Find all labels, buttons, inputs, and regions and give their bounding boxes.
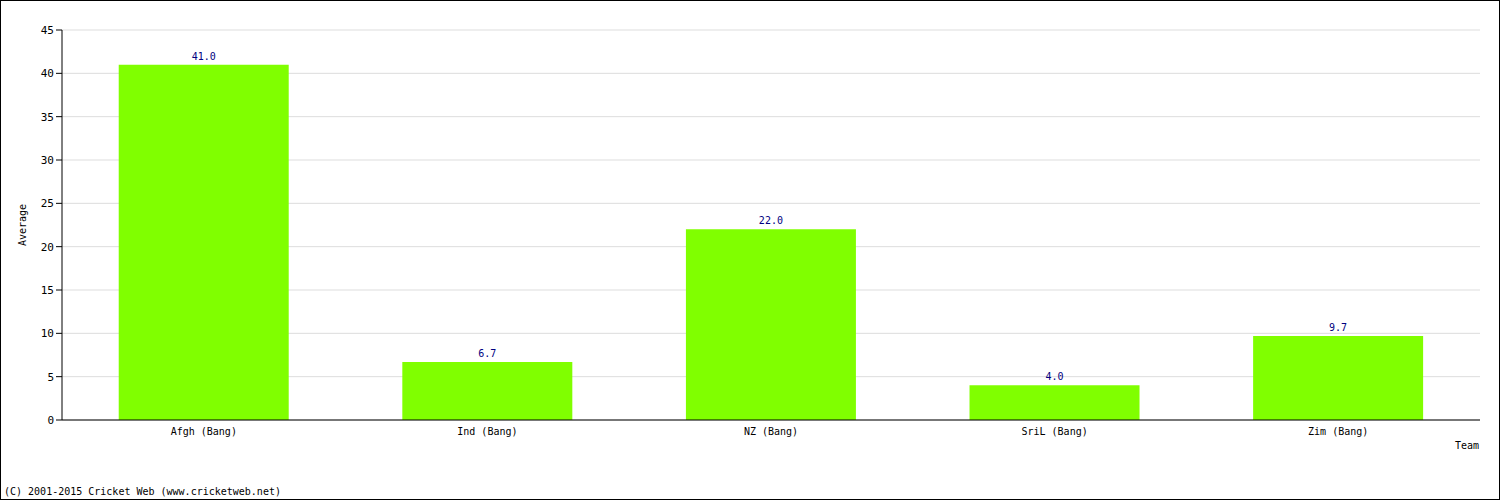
svg-text:45: 45 xyxy=(41,24,54,37)
html-text:(C) 2001-2015 Cricket Web (www: (C) 2001-2015 Cricket Web (www.cricketwe… xyxy=(4,486,281,497)
svg-text:Average: Average xyxy=(17,204,28,246)
svg-text:SriL (Bang): SriL (Bang) xyxy=(1021,426,1087,437)
svg-text:4.0: 4.0 xyxy=(1045,371,1063,382)
svg-text:6.7: 6.7 xyxy=(478,348,496,359)
svg-text:NZ (Bang): NZ (Bang) xyxy=(744,426,798,437)
svg-text:15: 15 xyxy=(41,284,54,297)
svg-text:25: 25 xyxy=(41,197,54,210)
svg-text:41.0: 41.0 xyxy=(192,51,216,62)
svg-text:30: 30 xyxy=(41,154,54,167)
html-text:Team: Team xyxy=(1454,440,1479,451)
svg-text:Zim (Bang): Zim (Bang) xyxy=(1308,426,1368,437)
svg-text:9.7: 9.7 xyxy=(1329,322,1347,333)
svg-text:40: 40 xyxy=(41,67,54,80)
svg-text:22.0: 22.0 xyxy=(759,215,783,226)
svg-text:35: 35 xyxy=(41,111,54,124)
svg-text:Afgh (Bang): Afgh (Bang) xyxy=(171,426,237,437)
svg-text:0: 0 xyxy=(47,414,54,427)
svg-text:10: 10 xyxy=(41,327,54,340)
svg-text:Ind (Bang): Ind (Bang) xyxy=(457,426,517,437)
svg-text:20: 20 xyxy=(41,241,54,254)
svg-text:5: 5 xyxy=(47,371,54,384)
